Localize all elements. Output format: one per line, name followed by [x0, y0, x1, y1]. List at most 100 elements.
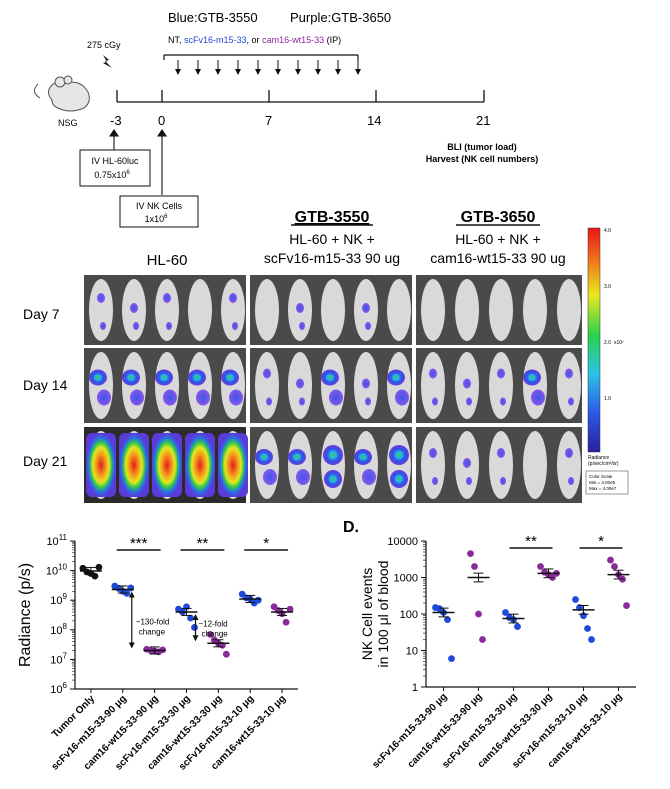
- radiation-dose: 275 cGy: [87, 40, 121, 50]
- bli-signal: [389, 445, 409, 465]
- fold-change-arrow-head: [128, 591, 135, 598]
- bli-signal: [152, 433, 182, 497]
- bli-signal: [362, 469, 376, 485]
- bli-signal: [565, 368, 573, 379]
- bli-signal: [531, 389, 545, 406]
- data-point: [471, 563, 478, 570]
- schedule-panel: Blue:GTB-3550 Purple:GTB-3650 NT, scFv16…: [34, 10, 538, 228]
- day-label: 0: [158, 113, 165, 128]
- bli-signal: [299, 397, 305, 406]
- bli-signal: [255, 449, 273, 465]
- group-gtb3650-line2: cam16-wt15-33 90 ug: [430, 250, 565, 266]
- bli-signal: [362, 378, 370, 389]
- data-point: [448, 655, 455, 662]
- mouse-silhouette: [523, 279, 547, 341]
- bli-signal: [324, 470, 342, 488]
- bli-signal: [130, 303, 138, 313]
- box-text: 1x106: [145, 214, 169, 224]
- data-point: [254, 596, 262, 604]
- mouse-silhouette: [421, 352, 445, 419]
- bli-signal: [229, 293, 237, 303]
- bli-signal: [365, 322, 371, 330]
- significance-label: ***: [130, 535, 148, 552]
- dose-arrow-head: [275, 69, 281, 75]
- bli-signal: [296, 303, 304, 313]
- bli-signal: [97, 293, 105, 303]
- bli-signal: [497, 368, 505, 379]
- row-label-day7: Day 7: [23, 306, 60, 322]
- bli-signal: [365, 397, 371, 406]
- bli-label: BLI (tumor load): [447, 142, 517, 152]
- row-label-day14: Day 14: [23, 377, 68, 393]
- fold-change-arrow-head: [192, 635, 199, 642]
- dose-arrow-head: [295, 69, 301, 75]
- mouse-silhouette: [221, 352, 245, 419]
- data-point: [187, 614, 194, 622]
- mouse-silhouette: [489, 431, 513, 499]
- panel-label: D.: [343, 519, 359, 536]
- mouse-silhouette: [523, 352, 547, 419]
- y-axis-title: NK Cell events: [359, 568, 375, 661]
- dose-arrow-head: [195, 69, 201, 75]
- y-tick-label: 107: [50, 651, 67, 666]
- day-label: 21: [476, 113, 490, 128]
- bli-signal: [266, 397, 272, 406]
- data-point: [502, 609, 509, 616]
- dose-arrow-head: [175, 69, 181, 75]
- mouse-silhouette: [321, 279, 345, 341]
- y-tick-label: 10: [406, 646, 418, 658]
- y-tick-label: 100: [400, 609, 418, 621]
- y-tick-label: 106: [50, 681, 67, 696]
- bli-signal: [429, 368, 437, 379]
- timeline-axis: [116, 90, 485, 103]
- bli-signal: [432, 477, 438, 485]
- bli-signal: [299, 322, 305, 330]
- mouse-silhouette: [489, 279, 513, 341]
- mouse-silhouette: [155, 279, 179, 341]
- bli-signal: [463, 458, 471, 468]
- bli-signal: [432, 397, 438, 406]
- bli-signal: [565, 448, 573, 458]
- scale-info: Min = 4.00e5: [589, 480, 616, 485]
- title-blue: Blue:GTB-3550: [168, 10, 258, 25]
- mouse-silhouette: [557, 352, 581, 419]
- injection-arrows: [108, 129, 168, 195]
- bli-signal: [100, 322, 106, 330]
- group-gtb3650-line1: HL-60 + NK +: [455, 231, 541, 247]
- data-point: [514, 623, 521, 631]
- data-point: [127, 584, 135, 592]
- fold-change-arrow-head: [192, 613, 199, 620]
- mouse-silhouette: [321, 352, 345, 419]
- bli-signal: [500, 477, 506, 485]
- bli-signal: [362, 303, 370, 313]
- treatment-legend: NT, scFv16-m15-33, or cam16-wt15-33 (IP): [168, 35, 341, 45]
- bli-signal: [500, 397, 506, 406]
- bli-signal: [568, 477, 574, 485]
- mouse-silhouette: [288, 431, 312, 499]
- significance-label: *: [263, 535, 269, 552]
- data-point: [444, 616, 451, 624]
- scale-info: Color Scale: [589, 474, 613, 479]
- mouse-silhouette: [89, 279, 113, 341]
- mouse-silhouette: [188, 279, 212, 341]
- data-point: [95, 563, 103, 571]
- dose-arrow-head: [235, 69, 241, 75]
- bli-signal: [523, 369, 541, 386]
- bli-signal: [390, 470, 408, 488]
- group-gtb3550-line2: scFv16-m15-33 90 ug: [264, 250, 400, 266]
- day-label: 7: [265, 113, 272, 128]
- bli-signal: [429, 448, 437, 458]
- bli-signal: [133, 322, 139, 330]
- mouse-silhouette: [255, 279, 279, 341]
- bli-signal: [263, 469, 277, 485]
- lightning-icon: [103, 55, 112, 68]
- data-point: [206, 630, 214, 638]
- mouse-silhouette: [221, 279, 245, 341]
- bli-signal: [163, 389, 177, 406]
- significance-label: **: [525, 533, 537, 550]
- dose-arrow-head: [355, 69, 361, 75]
- data-point: [537, 563, 544, 570]
- fold-change-label: ~12-fold: [199, 619, 228, 628]
